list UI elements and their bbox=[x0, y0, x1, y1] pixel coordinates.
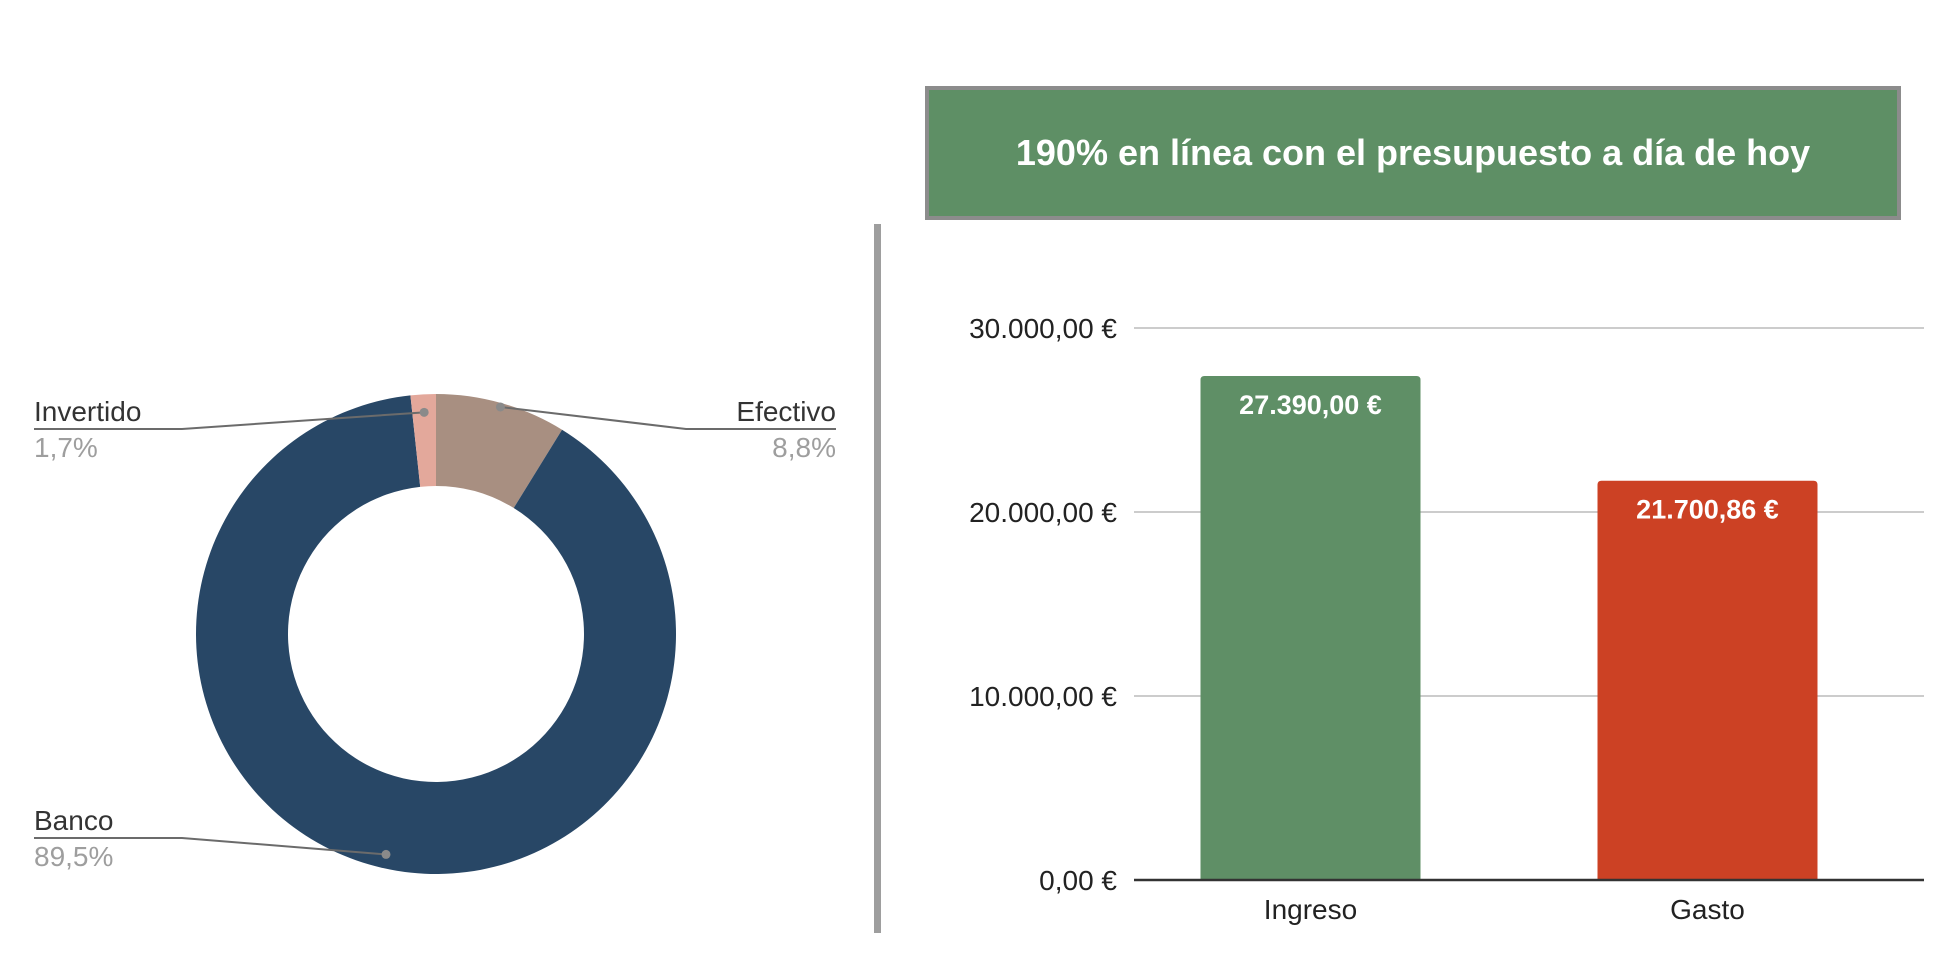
donut-label-efectivo: Efectivo bbox=[736, 396, 836, 427]
y-tick-label: 30.000,00 € bbox=[969, 313, 1117, 344]
budget-status-banner: 190% en línea con el presupuesto a día d… bbox=[925, 86, 1901, 220]
y-tick-label: 10.000,00 € bbox=[969, 681, 1117, 712]
donut-percent-invertido: 1,7% bbox=[34, 432, 98, 463]
x-tick-label-ingreso: Ingreso bbox=[1264, 894, 1357, 925]
y-tick-label: 0,00 € bbox=[1039, 865, 1117, 896]
donut-slice-efectivo bbox=[436, 394, 563, 509]
donut-percent-banco: 89,5% bbox=[34, 841, 113, 872]
bar-data-label-gasto: 21.700,86 € bbox=[1636, 495, 1779, 525]
donut-slice-invertido bbox=[410, 394, 436, 487]
x-tick-label-gasto: Gasto bbox=[1670, 894, 1745, 925]
bar-data-label-ingreso: 27.390,00 € bbox=[1239, 390, 1382, 420]
callout-dot-banco bbox=[381, 849, 391, 859]
callout-line-efectivo bbox=[500, 405, 836, 430]
donut-slice-banco bbox=[195, 395, 676, 875]
donut-chart: Efectivo 8,8% Banco 89,5% Invertido 1,7% bbox=[34, 394, 836, 875]
callout-dot-invertido bbox=[419, 407, 429, 417]
vertical-divider bbox=[874, 224, 881, 933]
budget-status-text: 190% en línea con el presupuesto a día d… bbox=[1015, 132, 1811, 173]
callout-line-banco bbox=[34, 837, 387, 856]
donut-percent-efectivo: 8,8% bbox=[772, 432, 836, 463]
callout-dot-efectivo bbox=[495, 402, 505, 412]
y-tick-label: 20.000,00 € bbox=[969, 497, 1117, 528]
callout-line-invertido bbox=[34, 411, 425, 430]
bar-chart: 0,00 € 10.000,00 € 20.000,00 € 30.000,00 € 2… bbox=[969, 313, 1924, 925]
bar-ingreso bbox=[1200, 376, 1421, 880]
donut-label-banco: Banco bbox=[34, 805, 113, 836]
bar-gasto bbox=[1597, 480, 1818, 880]
donut-label-invertido: Invertido bbox=[34, 396, 141, 427]
